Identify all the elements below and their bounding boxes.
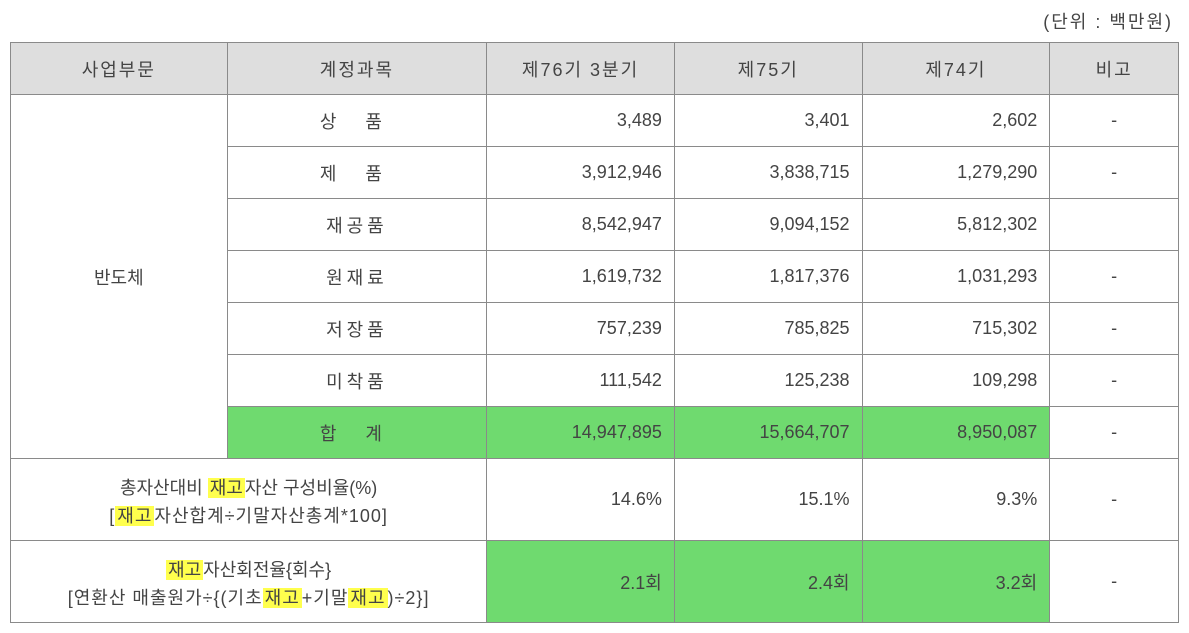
value-cell: 5,812,302 — [862, 199, 1050, 251]
value-cell: 109,298 — [862, 355, 1050, 407]
note-cell: - — [1050, 459, 1179, 541]
value-cell: 8,542,947 — [487, 199, 675, 251]
col-header-note: 비고 — [1050, 43, 1179, 95]
account-cell: 저장품 — [227, 303, 487, 355]
note-cell: - — [1050, 541, 1179, 623]
value-cell: 1,817,376 — [674, 251, 862, 303]
note-cell: - — [1050, 303, 1179, 355]
col-header-sector: 사업부문 — [11, 43, 228, 95]
value-cell: 9,094,152 — [674, 199, 862, 251]
value-cell: 785,825 — [674, 303, 862, 355]
table-row: 반도체상 품3,4893,4012,602- — [11, 95, 1179, 147]
note-cell — [1050, 199, 1179, 251]
value-cell: 2.1회 — [487, 541, 675, 623]
value-cell: 3,838,715 — [674, 147, 862, 199]
unit-label: (단위 : 백만원) — [10, 4, 1179, 42]
account-cell: 재공품 — [227, 199, 487, 251]
value-cell: 8,950,087 — [862, 407, 1050, 459]
value-cell: 1,619,732 — [487, 251, 675, 303]
value-cell: 3,912,946 — [487, 147, 675, 199]
col-header-p76: 제76기 3분기 — [487, 43, 675, 95]
value-cell: 3.2회 — [862, 541, 1050, 623]
note-cell: - — [1050, 147, 1179, 199]
account-cell: 합 계 — [227, 407, 487, 459]
value-cell: 14.6% — [487, 459, 675, 541]
ratio-label-cell: 총자산대비 재고자산 구성비율(%)[재고자산합계÷기말자산총계*100] — [11, 459, 487, 541]
col-header-p74: 제74기 — [862, 43, 1050, 95]
col-header-p75: 제75기 — [674, 43, 862, 95]
table-container: (단위 : 백만원) 사업부문 계정과목 제76기 3분기 제75기 제74기 … — [0, 0, 1189, 633]
header-row: 사업부문 계정과목 제76기 3분기 제75기 제74기 비고 — [11, 43, 1179, 95]
table-body: 반도체상 품3,4893,4012,602-제 품3,912,9463,838,… — [11, 95, 1179, 623]
note-cell: - — [1050, 355, 1179, 407]
value-cell: 3,489 — [487, 95, 675, 147]
value-cell: 1,279,290 — [862, 147, 1050, 199]
account-cell: 원재료 — [227, 251, 487, 303]
value-cell: 15.1% — [674, 459, 862, 541]
value-cell: 15,664,707 — [674, 407, 862, 459]
value-cell: 715,302 — [862, 303, 1050, 355]
sector-cell: 반도체 — [11, 95, 228, 459]
account-cell: 미착품 — [227, 355, 487, 407]
note-cell: - — [1050, 251, 1179, 303]
value-cell: 111,542 — [487, 355, 675, 407]
value-cell: 125,238 — [674, 355, 862, 407]
value-cell: 1,031,293 — [862, 251, 1050, 303]
account-cell: 상 품 — [227, 95, 487, 147]
value-cell: 2,602 — [862, 95, 1050, 147]
note-cell: - — [1050, 407, 1179, 459]
value-cell: 14,947,895 — [487, 407, 675, 459]
table-row-footer: 총자산대비 재고자산 구성비율(%)[재고자산합계÷기말자산총계*100]14.… — [11, 459, 1179, 541]
value-cell: 757,239 — [487, 303, 675, 355]
turnover-label-cell: 재고자산회전율{회수}[연환산 매출원가÷{(기초재고+기말재고)÷2}] — [11, 541, 487, 623]
value-cell: 9.3% — [862, 459, 1050, 541]
table-row-footer: 재고자산회전율{회수}[연환산 매출원가÷{(기초재고+기말재고)÷2}]2.1… — [11, 541, 1179, 623]
value-cell: 3,401 — [674, 95, 862, 147]
value-cell: 2.4회 — [674, 541, 862, 623]
col-header-account: 계정과목 — [227, 43, 487, 95]
account-cell: 제 품 — [227, 147, 487, 199]
financial-table: 사업부문 계정과목 제76기 3분기 제75기 제74기 비고 반도체상 품3,… — [10, 42, 1179, 623]
note-cell: - — [1050, 95, 1179, 147]
